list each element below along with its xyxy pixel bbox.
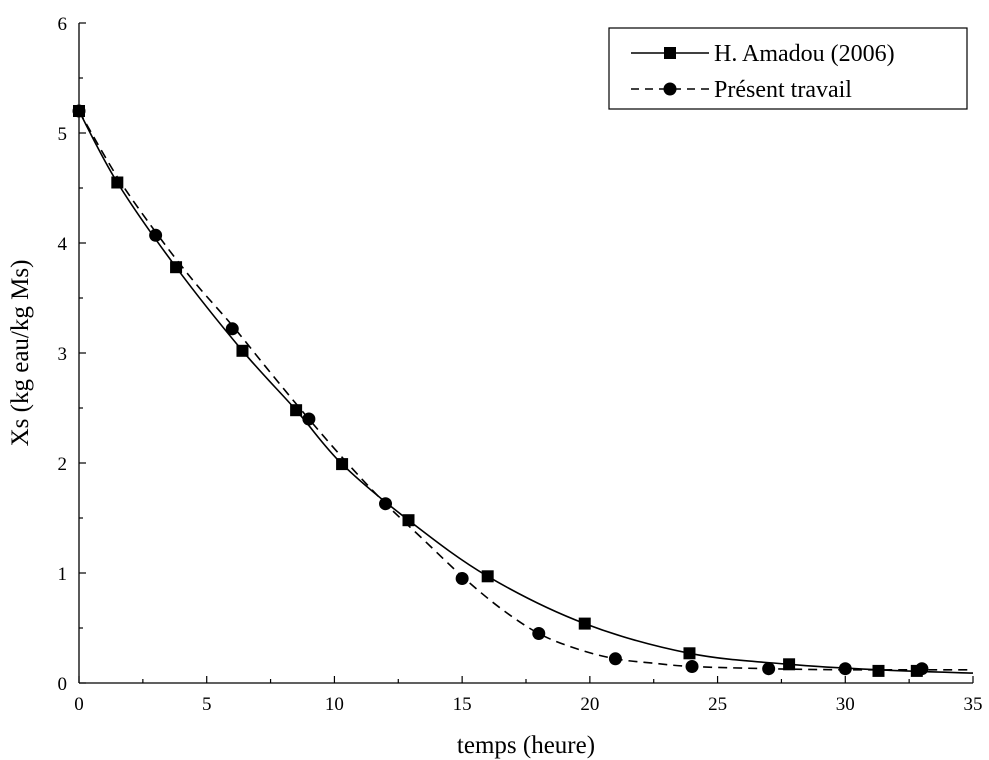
x-tick-label: 35 bbox=[964, 694, 983, 715]
x-tick-label: 0 bbox=[74, 694, 84, 715]
y-tick-label: 6 bbox=[58, 14, 68, 35]
y-tick-label: 5 bbox=[58, 124, 68, 145]
x-tick-label: 15 bbox=[453, 694, 472, 715]
y-tick-label: 2 bbox=[58, 454, 68, 475]
series-present-travail bbox=[72, 104, 973, 676]
series-line bbox=[78, 110, 973, 671]
legend-box bbox=[608, 27, 968, 110]
legend: H. Amadou (2006) Présent travail bbox=[608, 27, 968, 110]
square-marker bbox=[683, 647, 696, 660]
y-tick-label: 4 bbox=[58, 234, 68, 255]
x-tick-label: 20 bbox=[580, 694, 599, 715]
square-marker bbox=[402, 514, 415, 527]
series-amadou-2006 bbox=[73, 105, 974, 677]
y-tick-label: 3 bbox=[58, 344, 68, 365]
square-marker bbox=[290, 404, 303, 417]
circle-marker bbox=[302, 412, 316, 426]
square-marker bbox=[481, 570, 494, 583]
circle-marker bbox=[532, 627, 546, 640]
square-marker bbox=[336, 458, 349, 471]
circle-marker bbox=[379, 497, 393, 511]
square-marker bbox=[170, 261, 183, 274]
x-tick-label: 25 bbox=[708, 694, 727, 715]
circle-marker bbox=[225, 322, 239, 336]
series-line bbox=[78, 110, 974, 674]
circle-marker bbox=[838, 662, 852, 676]
circle-marker bbox=[455, 572, 469, 585]
series-layer bbox=[72, 104, 974, 677]
circle-marker bbox=[685, 660, 699, 673]
x-tick-label: 10 bbox=[325, 694, 344, 715]
legend-circle-marker bbox=[663, 82, 677, 96]
x-axis-title: temps (heure) bbox=[457, 732, 595, 759]
x-tick-label: 5 bbox=[202, 694, 212, 715]
y-axis-title: Xs (kg eau/kg Ms) bbox=[7, 260, 34, 447]
circle-marker bbox=[915, 662, 929, 676]
square-marker bbox=[783, 658, 796, 671]
square-marker bbox=[578, 617, 591, 630]
circle-marker bbox=[72, 104, 86, 118]
legend-label: Présent travail bbox=[714, 77, 852, 103]
square-marker bbox=[236, 344, 249, 357]
square-marker bbox=[872, 664, 885, 677]
axes: 0 5 10 15 20 25 30 35 0 1 2 3 4 5 6 bbox=[58, 14, 983, 715]
legend-label: H. Amadou (2006) bbox=[714, 41, 895, 67]
x-tick-label: 30 bbox=[836, 694, 855, 715]
legend-square-marker bbox=[664, 47, 676, 59]
circle-marker bbox=[762, 662, 776, 676]
y-tick-label: 1 bbox=[58, 564, 68, 585]
y-tick-label: 0 bbox=[58, 674, 68, 695]
circle-marker bbox=[608, 652, 622, 666]
square-marker bbox=[111, 176, 124, 189]
circle-marker bbox=[149, 228, 163, 242]
